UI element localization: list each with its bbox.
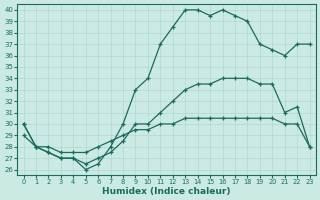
X-axis label: Humidex (Indice chaleur): Humidex (Indice chaleur) [102,187,231,196]
